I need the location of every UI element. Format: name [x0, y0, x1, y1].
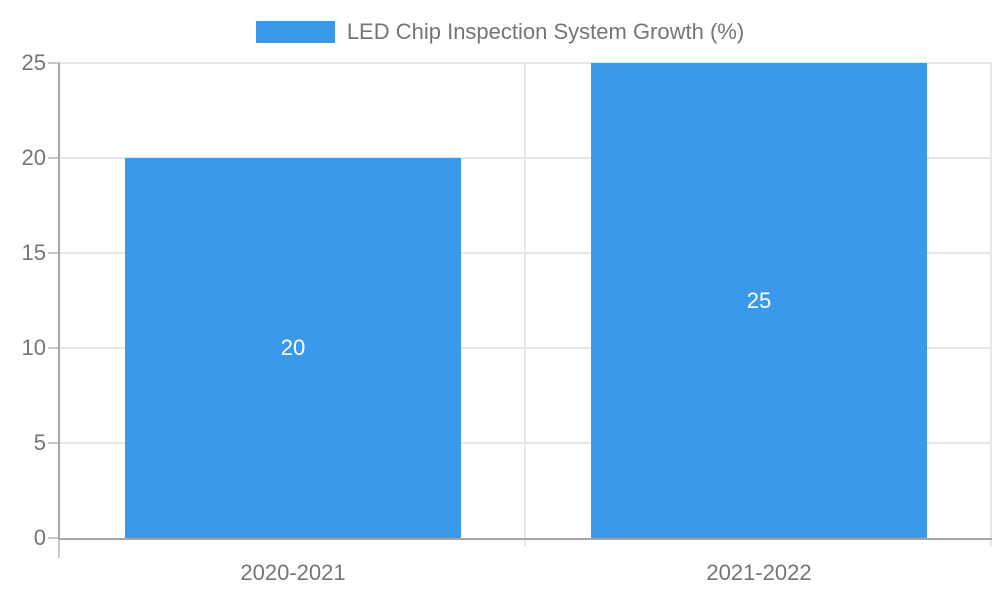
y-axis-tick-label: 25 [21, 50, 46, 75]
y-axis-tick-label: 20 [21, 145, 46, 170]
category-boundary-line [524, 63, 526, 546]
y-axis-tick-10 [48, 347, 60, 349]
y-axis-tick-5 [48, 442, 60, 444]
y-axis-tick-0 [48, 537, 60, 539]
x-axis-baseline [60, 538, 992, 540]
y-axis-tick-20 [48, 157, 60, 159]
y-axis-tick-label: 10 [21, 335, 46, 360]
gridline-y-5 [60, 442, 992, 444]
legend-swatch-icon [255, 21, 335, 43]
y-axis-tick-label: 0 [33, 525, 46, 550]
x-axis-origin-tick [58, 540, 60, 558]
x-axis-label-2020-2021: 2020-2021 [240, 560, 346, 585]
bar-value-label: 20 [280, 335, 306, 360]
gridline-y-15 [60, 252, 992, 254]
gridline-y-20 [60, 157, 992, 159]
legend[interactable]: LED Chip Inspection System Growth (%) [0, 16, 1000, 48]
y-axis-line [58, 63, 60, 540]
y-axis-tick-15 [48, 252, 60, 254]
category-boundary-line [990, 63, 992, 546]
gridline-y-25 [60, 62, 992, 64]
bar-2020-2021[interactable]: 20 [125, 158, 461, 538]
legend-label: LED Chip Inspection System Growth (%) [346, 19, 745, 44]
y-axis-tick-label: 15 [21, 240, 46, 265]
bar-2021-2022[interactable]: 25 [591, 63, 927, 538]
bar-value-label: 25 [746, 287, 772, 313]
y-axis-tick-label: 5 [33, 430, 46, 455]
gridline-y-10 [60, 347, 992, 349]
y-axis-tick-25 [48, 62, 60, 64]
x-axis-label-2021-2022: 2021-2022 [706, 560, 812, 585]
